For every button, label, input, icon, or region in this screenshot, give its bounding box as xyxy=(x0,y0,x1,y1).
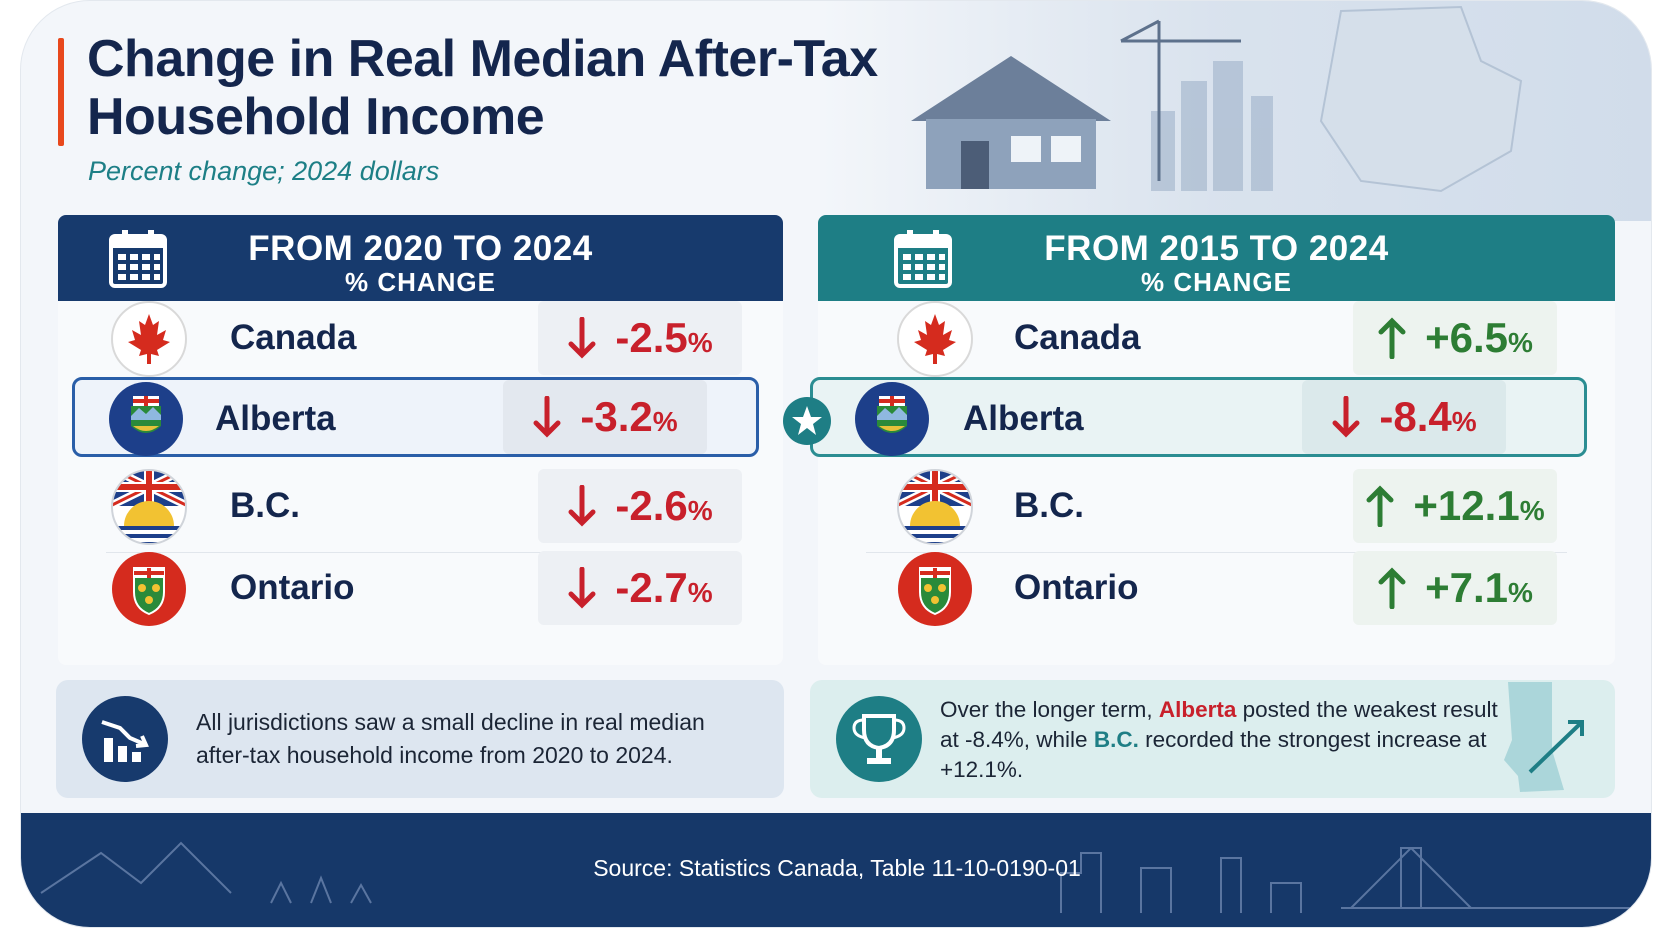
region-name: Canada xyxy=(1014,318,1141,357)
value-cell: +12.1% xyxy=(1353,469,1557,543)
value-label: -3.2 xyxy=(580,393,653,440)
page-title: Change in Real Median After-Tax Househol… xyxy=(87,30,878,146)
hero-background xyxy=(821,1,1651,221)
bc-flag-icon xyxy=(111,469,187,545)
panel-title: FROM 2020 TO 2024 xyxy=(248,229,593,268)
alberta-flag-icon xyxy=(855,382,929,456)
mountain-city-silhouette xyxy=(40,841,1641,913)
panel-2020-2024: FROM 2020 TO 2024 % CHANGE Canada -2.5 % … xyxy=(58,215,783,665)
decline-note-text: All jurisdictions saw a small decline in… xyxy=(196,709,705,768)
value-label: +6.5 xyxy=(1425,314,1508,361)
region-name: Alberta xyxy=(963,399,1084,438)
row-ontario: Ontario +7.1% xyxy=(818,547,1615,631)
up-arrow-icon xyxy=(1378,567,1406,609)
region-name: Canada xyxy=(230,318,357,357)
note-highlight-bc: B.C. xyxy=(1093,727,1139,752)
value-unit: % xyxy=(652,406,678,437)
value-label: -2.7 xyxy=(615,564,688,611)
value-label: -8.4 xyxy=(1379,393,1452,440)
longer-term-note-text: Over the longer term, Alberta posted the… xyxy=(940,695,1500,785)
value-label: -2.5 xyxy=(615,314,688,361)
footer-band: Source: Statistics Canada, Table 11-10-0… xyxy=(21,813,1651,927)
trophy-icon xyxy=(836,696,922,782)
panel-subtitle: % CHANGE xyxy=(344,267,496,297)
calendar-icon xyxy=(894,230,952,288)
page-subtitle: Percent change; 2024 dollars xyxy=(88,156,440,186)
down-arrow-icon xyxy=(568,567,596,609)
region-name: B.C. xyxy=(230,486,300,525)
up-arrow-icon xyxy=(1366,485,1394,527)
down-arrow-icon xyxy=(568,485,596,527)
value-cell: -2.6% xyxy=(538,469,742,543)
panel-subtitle: % CHANGE xyxy=(1140,267,1292,297)
panel-header: FROM 2015 TO 2024 % CHANGE xyxy=(818,215,1615,301)
value-cell: -2.7% xyxy=(538,551,742,625)
value-label: +7.1 xyxy=(1425,564,1508,611)
value-unit: % xyxy=(1519,495,1545,526)
value-cell: -8.4% xyxy=(1302,380,1506,454)
value-unit: % xyxy=(687,577,713,608)
row-canada: Canada +6.5% xyxy=(818,297,1615,385)
panel-2015-2024: FROM 2015 TO 2024 % CHANGE Canada +6.5 % … xyxy=(783,215,1615,665)
value-unit: % xyxy=(687,327,713,358)
region-name: Alberta xyxy=(215,399,336,438)
note-prefix: Over the longer term, xyxy=(940,697,1153,722)
row-canada: Canada -2.5% xyxy=(58,297,783,385)
alberta-map-icon xyxy=(1504,682,1584,792)
row-ontario: Ontario -2.7% xyxy=(58,547,783,631)
value-unit: % xyxy=(687,495,713,526)
bc-flag-icon xyxy=(897,469,973,545)
ontario-flag-icon xyxy=(898,552,972,626)
note-highlight-alberta: Alberta xyxy=(1158,697,1237,722)
value-label: +12.1 xyxy=(1413,482,1520,529)
panel-header: FROM 2020 TO 2024 % CHANGE xyxy=(58,215,783,301)
title-accent-bar xyxy=(58,38,64,146)
panel-title: FROM 2015 TO 2024 xyxy=(1044,229,1389,268)
value-cell: +6.5% xyxy=(1353,301,1557,375)
value-cell: -3.2% xyxy=(503,380,707,454)
value-unit: % xyxy=(1508,327,1533,358)
note-suffix: recorded the strongest increase at +12.1… xyxy=(940,727,1487,782)
value-label: -2.6 xyxy=(615,482,688,529)
note-middle: posted the weakest result at -8.4%, whil… xyxy=(940,697,1498,752)
source-note: Source: Statistics Canada, Table 11-10-0… xyxy=(593,855,1081,881)
row-bc: B.C. -2.6% xyxy=(58,465,783,553)
canada-flag-icon xyxy=(111,301,187,377)
alberta-flag-icon xyxy=(109,382,183,456)
region-name: Ontario xyxy=(230,568,355,607)
value-unit: % xyxy=(1451,406,1477,437)
skyline-illustration xyxy=(911,5,1523,193)
declining-bar-chart-icon xyxy=(82,696,168,782)
calendar-icon xyxy=(109,230,167,288)
ontario-flag-icon xyxy=(112,552,186,626)
value-unit: % xyxy=(1508,577,1533,608)
row-alberta: Alberta -3.2% xyxy=(72,377,759,457)
row-bc: B.C. +12.1% xyxy=(818,465,1615,553)
row-alberta: Alberta -8.4% xyxy=(783,377,1587,457)
star-icon xyxy=(783,397,831,445)
canada-flag-icon xyxy=(897,301,973,377)
region-name: Ontario xyxy=(1014,568,1139,607)
value-cell: -2.5% xyxy=(538,301,742,375)
decline-note: All jurisdictions saw a small decline in… xyxy=(56,680,784,798)
down-arrow-icon xyxy=(568,317,596,359)
longer-term-note: Over the longer term, Alberta posted the… xyxy=(810,680,1615,798)
up-arrow-icon xyxy=(1378,317,1406,359)
down-arrow-icon xyxy=(533,396,561,438)
region-name: B.C. xyxy=(1014,486,1084,525)
value-cell: +7.1% xyxy=(1353,551,1557,625)
down-arrow-icon xyxy=(1332,396,1360,438)
